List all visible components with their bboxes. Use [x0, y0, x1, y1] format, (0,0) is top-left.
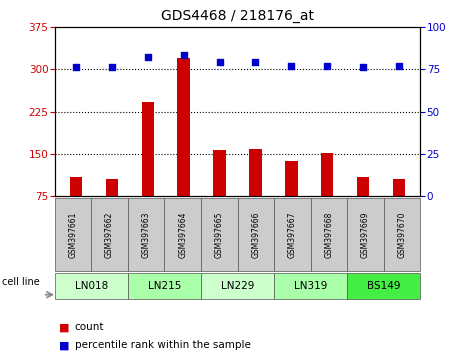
Text: LN018: LN018 [75, 281, 108, 291]
Point [72, 64, 80, 70]
Point [108, 64, 116, 70]
Text: GSM397663: GSM397663 [142, 211, 151, 258]
Text: GSM397668: GSM397668 [324, 211, 333, 258]
Text: LN229: LN229 [221, 281, 254, 291]
Text: GSM397665: GSM397665 [215, 211, 224, 258]
Bar [285, 161, 297, 239]
Point [252, 59, 259, 65]
Point [323, 63, 331, 68]
Bar [106, 179, 118, 239]
Text: GDS4468 / 218176_at: GDS4468 / 218176_at [161, 9, 314, 23]
Bar [392, 179, 405, 239]
Point [287, 63, 295, 68]
Text: ■: ■ [59, 340, 70, 350]
Text: GSM397669: GSM397669 [361, 211, 370, 258]
Point [216, 59, 223, 65]
Text: GSM397670: GSM397670 [398, 211, 407, 258]
Text: GSM397666: GSM397666 [251, 211, 260, 258]
Text: LN319: LN319 [294, 281, 327, 291]
Text: GSM397664: GSM397664 [178, 211, 187, 258]
Bar [357, 177, 369, 239]
Point [180, 53, 188, 58]
Bar [249, 149, 262, 239]
Text: percentile rank within the sample: percentile rank within the sample [75, 340, 250, 350]
Point [395, 63, 403, 68]
Point [359, 64, 367, 70]
Bar [178, 58, 190, 239]
Text: GSM397662: GSM397662 [105, 211, 114, 258]
Text: count: count [75, 322, 104, 332]
Text: ■: ■ [59, 322, 70, 332]
Text: GSM397667: GSM397667 [288, 211, 297, 258]
Text: cell line: cell line [2, 277, 40, 287]
Bar [213, 150, 226, 239]
Text: LN215: LN215 [148, 281, 181, 291]
Bar [321, 153, 333, 239]
Bar [142, 102, 154, 239]
Bar [70, 177, 83, 239]
Text: BS149: BS149 [367, 281, 400, 291]
Text: GSM397661: GSM397661 [68, 211, 77, 258]
Point [144, 54, 152, 60]
